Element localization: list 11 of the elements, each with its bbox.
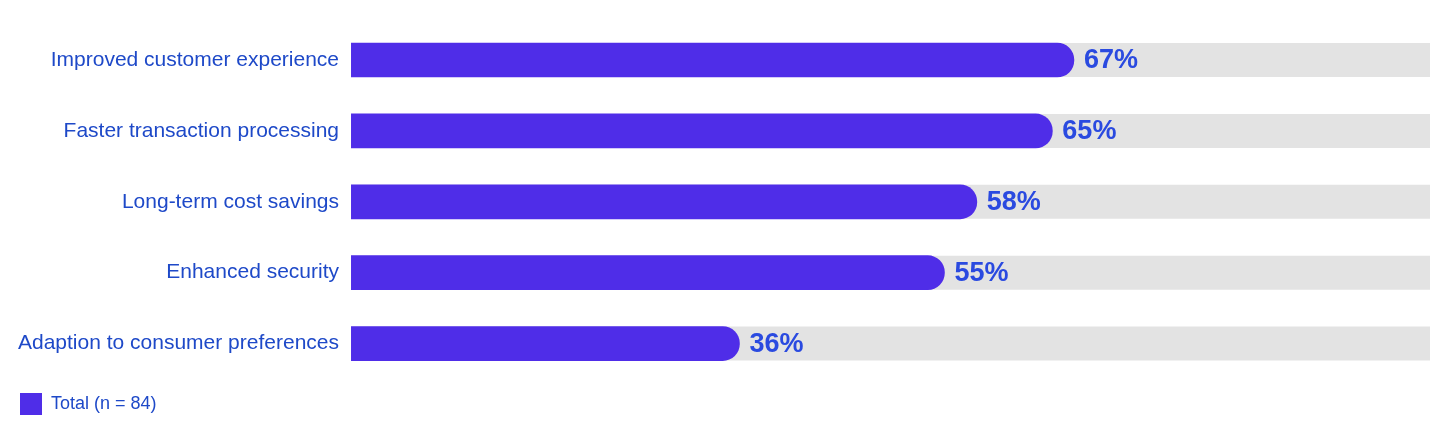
- y-tick-label: Long-term cost savings: [121, 188, 340, 212]
- data-label: 55%: [954, 257, 1009, 288]
- y-tick-label: Enhanced security: [166, 259, 340, 283]
- data-label: 67%: [1083, 44, 1138, 75]
- y-tick-label: Improved customer experience: [50, 46, 340, 70]
- data-label: 36%: [749, 328, 804, 359]
- y-tick-label: Faster transaction processing: [63, 117, 340, 141]
- y-tick-label: Adaption to consumer preferences: [17, 330, 340, 354]
- data-label: 58%: [986, 186, 1041, 217]
- legend-label: Total (n = 84): [51, 392, 157, 413]
- data-label: 65%: [1062, 115, 1117, 146]
